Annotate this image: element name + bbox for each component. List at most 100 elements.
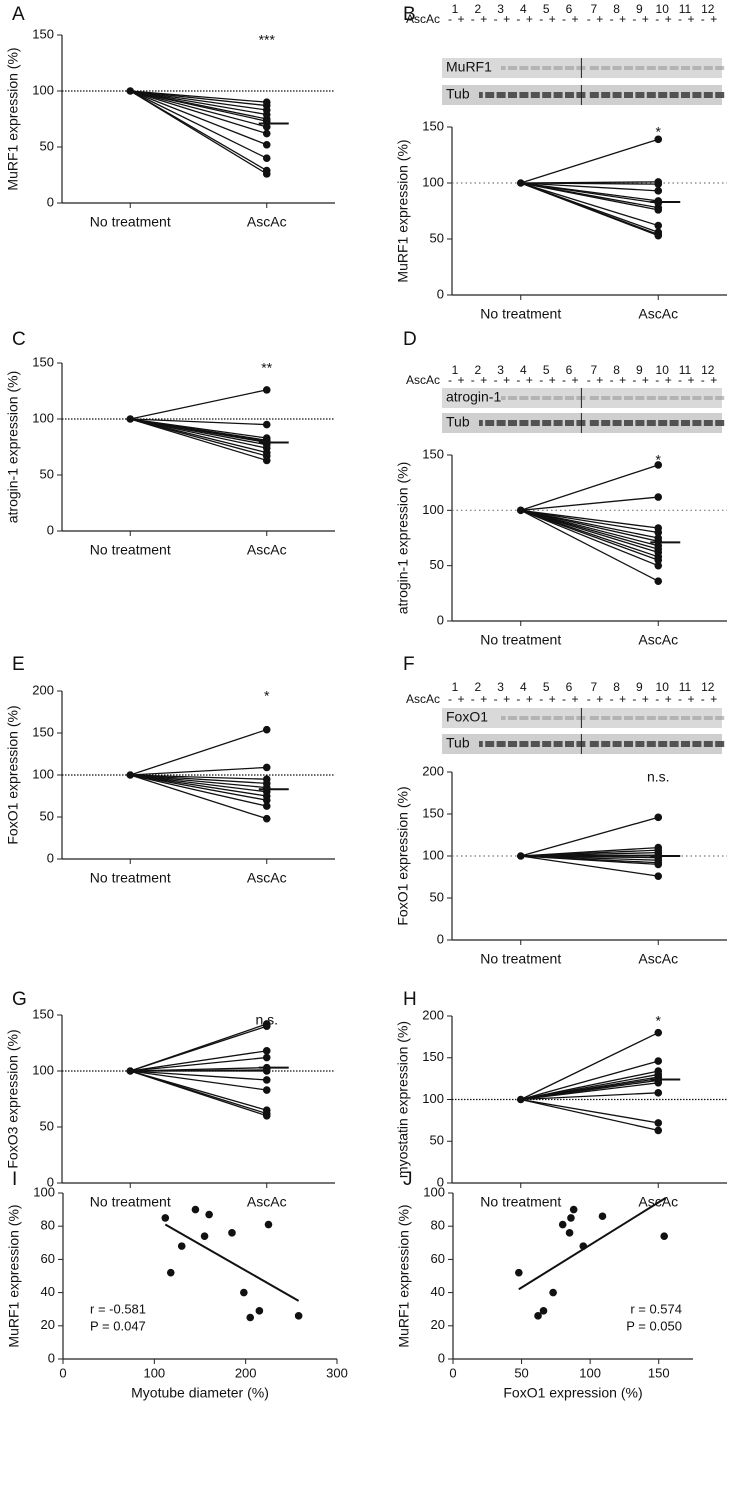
blot-band bbox=[553, 716, 563, 720]
lane-number: 8 bbox=[613, 2, 620, 16]
lane-number: 10 bbox=[656, 2, 670, 16]
blot-band bbox=[624, 66, 633, 70]
x-tick-label: 50 bbox=[514, 1365, 528, 1380]
data-point bbox=[539, 1307, 548, 1315]
y-tick-label: 100 bbox=[422, 502, 444, 517]
blot-band bbox=[703, 716, 713, 720]
blot-band bbox=[681, 396, 690, 400]
paired-line bbox=[520, 1098, 659, 1124]
blot-band bbox=[624, 396, 633, 400]
blot-band bbox=[635, 741, 645, 747]
data-point bbox=[534, 1312, 542, 1320]
blot-band bbox=[612, 66, 622, 70]
blot-band bbox=[530, 741, 540, 747]
blot-band bbox=[496, 420, 506, 426]
y-tick-label: 20 bbox=[41, 1317, 55, 1332]
y-tick-label: 50 bbox=[40, 466, 54, 481]
lane-number: 6 bbox=[566, 363, 573, 377]
y-tick-label: 20 bbox=[431, 1317, 445, 1332]
blot-band bbox=[553, 92, 563, 98]
blot-band bbox=[658, 396, 668, 400]
y-tick-label: 150 bbox=[32, 724, 54, 739]
blot-band bbox=[589, 741, 599, 747]
blot-band bbox=[508, 420, 517, 426]
paired-line bbox=[520, 182, 659, 192]
fit-line bbox=[518, 1197, 667, 1291]
blot-band bbox=[624, 716, 633, 720]
blot-band bbox=[519, 92, 529, 98]
blot-band bbox=[692, 420, 702, 426]
y-tick-label: 50 bbox=[40, 1118, 54, 1133]
treatment-sign: + bbox=[503, 692, 510, 706]
data-point bbox=[262, 814, 271, 823]
treatment-sign: - bbox=[610, 692, 614, 706]
blot-band bbox=[565, 741, 574, 747]
blot-band bbox=[519, 396, 529, 400]
blot-band bbox=[519, 420, 529, 426]
baseline-point bbox=[126, 771, 135, 779]
significance: ** bbox=[261, 360, 272, 376]
lane-number: 9 bbox=[636, 680, 643, 694]
blot-band bbox=[658, 741, 668, 747]
y-tick-label: 100 bbox=[422, 1091, 444, 1106]
blot-band bbox=[635, 66, 645, 70]
blot-band bbox=[553, 420, 563, 426]
y-tick-label: 200 bbox=[32, 682, 54, 697]
panel-label: A bbox=[12, 4, 25, 25]
treatment-sign: - bbox=[471, 692, 475, 706]
y-tick-label: 150 bbox=[422, 805, 444, 820]
y-tick-label: 100 bbox=[422, 847, 444, 862]
y-tick-label: 100 bbox=[423, 1184, 445, 1199]
treatment-sign: - bbox=[587, 12, 591, 26]
band-label-bg bbox=[443, 414, 479, 432]
band-label: Tub bbox=[446, 414, 470, 430]
data-point bbox=[200, 1232, 209, 1240]
data-point bbox=[549, 1288, 557, 1297]
treatment-sign: - bbox=[494, 692, 498, 706]
data-point bbox=[654, 556, 663, 564]
lane-number: 3 bbox=[497, 2, 504, 16]
data-point bbox=[654, 493, 663, 501]
baseline-point bbox=[516, 1095, 525, 1104]
treatment-sign: + bbox=[503, 373, 510, 387]
y-tick-label: 0 bbox=[47, 1174, 54, 1189]
lane-number: 5 bbox=[543, 363, 550, 377]
paired-line bbox=[130, 774, 267, 801]
blot-band bbox=[635, 420, 645, 426]
blot-band bbox=[612, 92, 622, 98]
band-label-bg bbox=[443, 709, 501, 727]
treatment-sign: + bbox=[526, 12, 533, 26]
lane-number: 1 bbox=[452, 2, 459, 16]
blot-band bbox=[681, 716, 690, 720]
blot-band bbox=[508, 66, 517, 70]
treatment-sign: + bbox=[596, 373, 603, 387]
paired-line bbox=[130, 766, 267, 776]
category-label: AscAc bbox=[247, 214, 287, 230]
paired-line bbox=[130, 90, 267, 116]
paired-line bbox=[130, 774, 267, 820]
blot-band bbox=[692, 716, 702, 720]
paired-line bbox=[520, 1060, 659, 1101]
lane-number: 12 bbox=[701, 2, 715, 16]
blot-band bbox=[635, 396, 645, 400]
blot-band bbox=[519, 716, 529, 720]
lane-number: 7 bbox=[590, 2, 597, 16]
blot-band bbox=[601, 420, 611, 426]
data-point bbox=[262, 1086, 271, 1094]
data-point bbox=[654, 872, 663, 880]
treatment-sign: - bbox=[471, 12, 475, 26]
y-tick-label: 60 bbox=[431, 1251, 445, 1266]
treatment-sign: - bbox=[539, 12, 543, 26]
paired-line bbox=[520, 816, 659, 857]
category-label: AscAc bbox=[638, 306, 678, 322]
paired-line bbox=[130, 90, 267, 135]
treatment-sign: + bbox=[687, 373, 694, 387]
paired-line bbox=[520, 855, 659, 877]
category-label: No treatment bbox=[480, 1194, 561, 1210]
treatment-sign: - bbox=[516, 12, 520, 26]
paired-line bbox=[520, 1032, 659, 1101]
treatment-sign: + bbox=[665, 12, 672, 26]
data-point bbox=[240, 1288, 248, 1297]
y-tick-label: 50 bbox=[40, 138, 54, 153]
